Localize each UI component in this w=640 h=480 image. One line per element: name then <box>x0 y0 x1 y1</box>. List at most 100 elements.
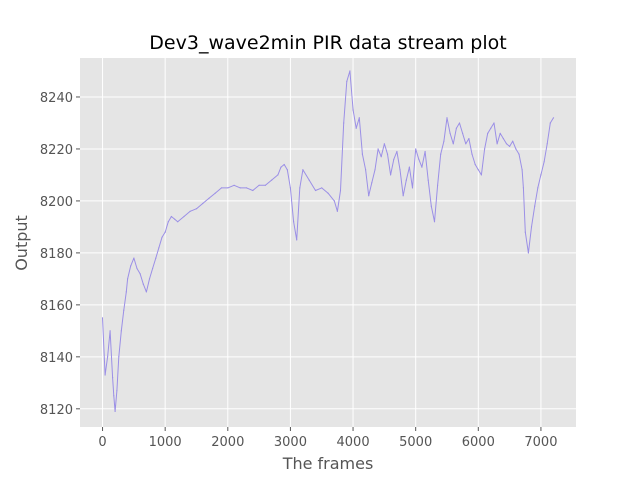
data-point <box>130 265 132 267</box>
data-point <box>440 153 442 155</box>
data-point <box>465 143 467 145</box>
data-point <box>239 187 241 189</box>
data-point <box>371 182 373 184</box>
data-point <box>399 169 401 171</box>
data-point <box>349 70 351 72</box>
data-point <box>189 210 191 212</box>
data-point <box>220 187 223 189</box>
x-ticks: 0 1000 2000 3000 4000 5000 6000 7000 <box>98 427 557 450</box>
data-point <box>142 283 144 285</box>
data-point <box>377 148 379 150</box>
data-point <box>477 169 479 171</box>
y-tick-label: 8120 <box>40 403 73 418</box>
data-point <box>499 132 501 134</box>
data-point <box>233 184 235 186</box>
data-point <box>293 221 295 223</box>
data-point <box>496 143 498 145</box>
data-point <box>280 166 282 168</box>
data-point <box>227 187 229 189</box>
data-point <box>148 278 151 280</box>
data-point <box>446 117 448 119</box>
data-point <box>174 218 176 220</box>
data-point <box>302 169 304 171</box>
data-point <box>411 187 414 189</box>
data-point <box>540 174 542 176</box>
data-point <box>418 158 420 160</box>
data-point <box>283 163 285 166</box>
data-point <box>405 179 407 181</box>
data-point <box>170 215 172 218</box>
x-tick-label: 1000 <box>149 435 182 450</box>
data-point <box>355 127 357 129</box>
data-point <box>462 132 464 134</box>
data-point <box>549 122 551 124</box>
chart-title: Dev3_wave2min PIR data stream plot <box>149 32 506 54</box>
data-point <box>314 189 317 192</box>
data-point <box>139 273 141 275</box>
data-point <box>339 189 342 192</box>
data-point <box>155 257 157 259</box>
data-point <box>518 153 520 155</box>
data-point <box>114 410 116 412</box>
data-point <box>158 247 160 249</box>
y-tick-label: 8140 <box>40 351 73 366</box>
data-point <box>321 187 323 189</box>
data-point <box>552 117 555 119</box>
data-point <box>427 179 429 181</box>
data-point <box>177 221 179 223</box>
data-point <box>258 184 260 186</box>
data-point <box>424 150 426 153</box>
data-point <box>123 309 125 311</box>
data-point <box>546 143 548 145</box>
data-point <box>361 153 363 155</box>
data-point <box>365 169 367 171</box>
y-tick-label: 8200 <box>40 195 73 210</box>
data-point <box>437 184 439 186</box>
data-point <box>109 330 111 332</box>
data-point <box>421 166 423 168</box>
data-point <box>433 221 436 223</box>
data-point <box>521 169 523 171</box>
x-tick-label: 6000 <box>462 435 495 450</box>
data-point <box>352 109 354 111</box>
data-point <box>208 197 210 199</box>
y-axis-label: Output <box>12 215 31 271</box>
data-point <box>380 156 382 158</box>
data-point <box>390 174 392 176</box>
x-tick-label: 7000 <box>524 435 557 450</box>
data-point <box>430 205 432 207</box>
data-point <box>327 192 329 194</box>
data-point <box>112 377 114 379</box>
data-point <box>336 210 338 212</box>
data-point <box>136 267 138 270</box>
data-point <box>161 236 163 238</box>
data-point <box>468 138 470 140</box>
data-point <box>202 202 204 205</box>
data-point <box>127 278 129 280</box>
data-point <box>449 132 451 134</box>
data-point <box>537 187 539 189</box>
data-point <box>396 150 398 153</box>
x-tick-label: 5000 <box>399 435 432 450</box>
data-point <box>343 122 345 124</box>
data-point <box>195 208 198 210</box>
grid-lines <box>80 58 576 427</box>
data-point <box>383 143 385 145</box>
data-point <box>509 145 511 147</box>
data-point <box>455 127 457 129</box>
data-point <box>152 267 154 270</box>
data-point <box>443 140 445 142</box>
data-point <box>474 163 476 166</box>
data-point <box>480 174 482 176</box>
data-point <box>101 317 104 319</box>
data-point <box>487 132 489 134</box>
data-point <box>214 192 216 194</box>
data-point <box>145 291 147 293</box>
data-point <box>484 148 486 150</box>
data-point <box>522 187 525 189</box>
data-point <box>252 189 254 192</box>
x-tick-label: 0 <box>98 435 106 450</box>
data-point <box>133 257 135 259</box>
